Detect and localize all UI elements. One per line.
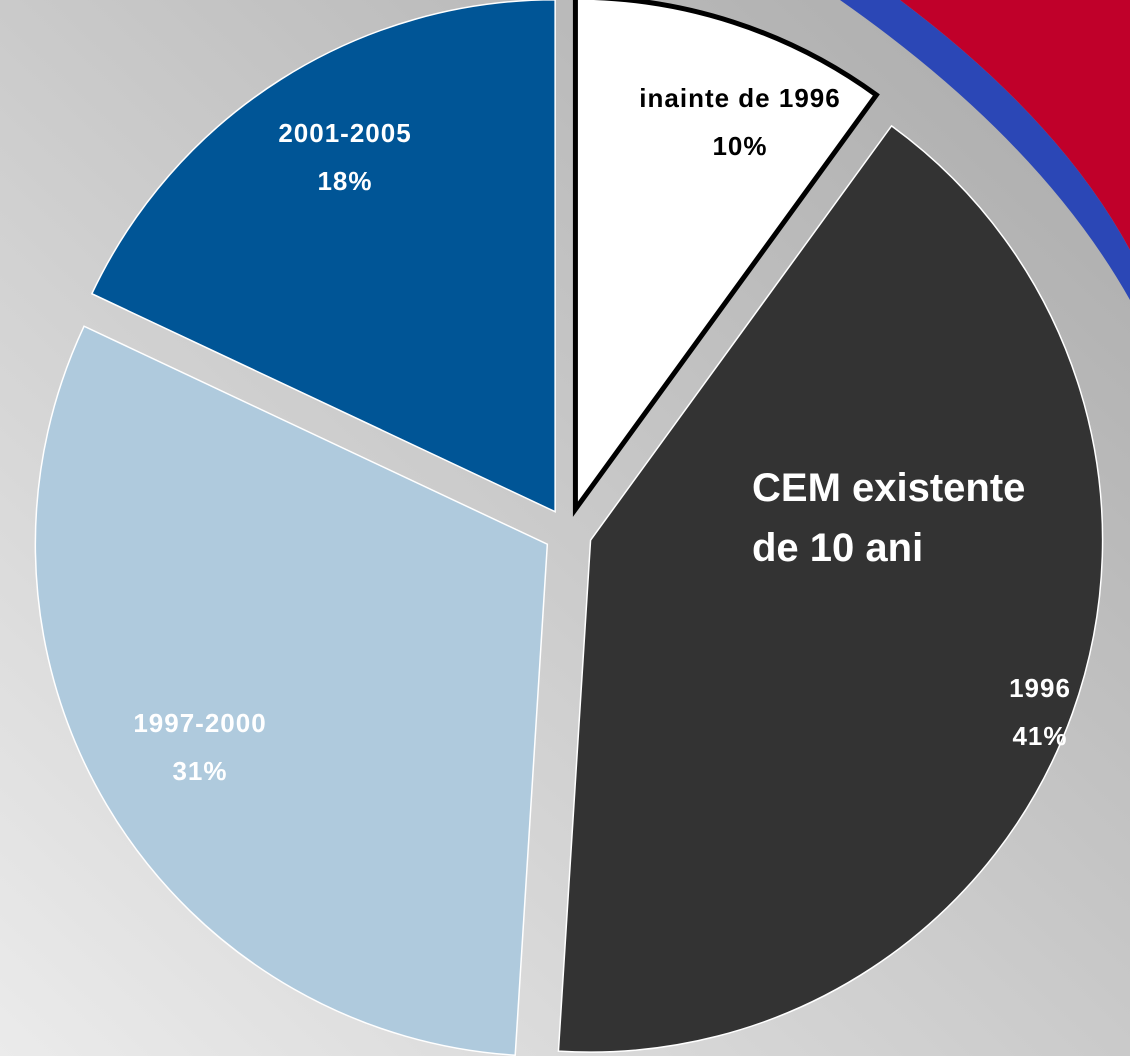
swoosh-red <box>900 0 1130 250</box>
pie-slice <box>572 0 880 517</box>
slice-category-label: 1996 <box>1009 673 1071 703</box>
pie-slice <box>90 0 556 513</box>
slice-value-label: 10% <box>712 131 767 161</box>
slice-value-label: 31% <box>172 756 227 786</box>
slice-category-label: inainte de 1996 <box>639 83 840 113</box>
pie-slice <box>34 325 549 1056</box>
slice-category-label: 1997-2000 <box>133 708 266 738</box>
annotation: CEM existente de 10 ani <box>752 466 1026 570</box>
slice-category-label: 2001-2005 <box>278 118 411 148</box>
slice-value-label: 18% <box>317 166 372 196</box>
pie-slice <box>557 124 1104 1053</box>
slice-value-label: 41% <box>1012 721 1067 751</box>
